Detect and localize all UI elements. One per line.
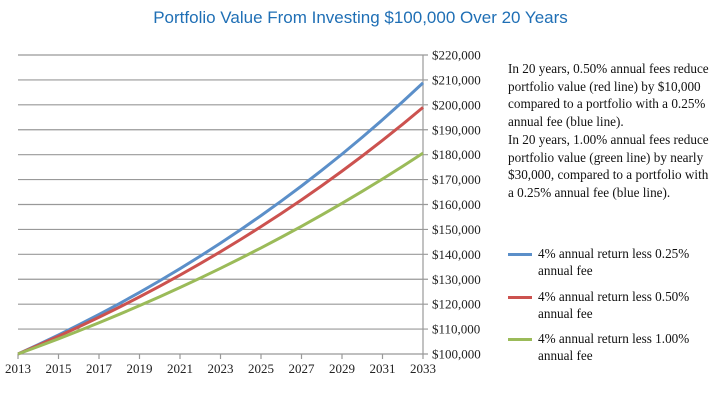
x-tick-label: 2017 — [86, 361, 113, 376]
y-tick-label: $200,000 — [432, 97, 481, 112]
y-tick-label: $210,000 — [432, 72, 481, 87]
series-line-1 — [17, 106, 424, 356]
legend-item-1.00-fee: 4% annual return less 1.00% annual fee — [508, 330, 718, 366]
y-tick-label: $120,000 — [432, 297, 481, 312]
chart-title: Portfolio Value From Investing $100,000 … — [153, 8, 568, 27]
line-chart: $100,000 $110,000 $120,000 $130,000 $140,000… — [5, 48, 481, 377]
legend-item-0.50-fee: 4% annual return less 0.50% annual fee — [508, 288, 718, 324]
series-line-2 — [17, 151, 424, 356]
x-tick-label: 2029 — [329, 361, 355, 376]
x-tick-label: 2025 — [248, 361, 274, 376]
y-tick-label: $110,000 — [432, 322, 480, 337]
y-tick-label: $140,000 — [432, 247, 481, 262]
legend-swatch-green — [508, 338, 532, 341]
x-tick-label: 2023 — [208, 361, 234, 376]
annotation-green-vs-blue: In 20 years, 1.00% annual fees reduce po… — [508, 132, 709, 200]
annotation-red-vs-blue: In 20 years, 0.50% annual fees reduce po… — [508, 61, 709, 129]
legend-label: 4% annual return less 0.50% annual fee — [538, 289, 690, 321]
y-tick-label: $150,000 — [432, 222, 481, 237]
legend-swatch-blue — [508, 253, 532, 256]
x-tick-label: 2033 — [410, 361, 436, 376]
y-tick-label: $100,000 — [432, 347, 481, 362]
legend-label: 4% annual return less 1.00% annual fee — [538, 331, 690, 363]
x-tick-label: 2015 — [46, 361, 72, 376]
legend-item-0.25-fee: 4% annual return less 0.25% annual fee — [508, 245, 718, 281]
y-tick-label: $170,000 — [432, 172, 481, 187]
x-tick-label: 2027 — [289, 361, 316, 376]
series-line-0 — [17, 81, 425, 356]
y-tick-label: $130,000 — [432, 272, 481, 287]
x-tick-label: 2031 — [370, 361, 396, 376]
y-tick-label: $220,000 — [432, 48, 481, 63]
x-tick-label: 2019 — [127, 361, 153, 376]
x-tick-label: 2013 — [5, 361, 31, 376]
legend-swatch-red — [508, 296, 532, 299]
y-tick-label: $190,000 — [432, 122, 481, 137]
y-tick-label: $180,000 — [432, 147, 481, 162]
x-tick-label: 2021 — [167, 361, 193, 376]
y-tick-label: $160,000 — [432, 197, 481, 212]
legend-label: 4% annual return less 0.25% annual fee — [538, 246, 690, 278]
